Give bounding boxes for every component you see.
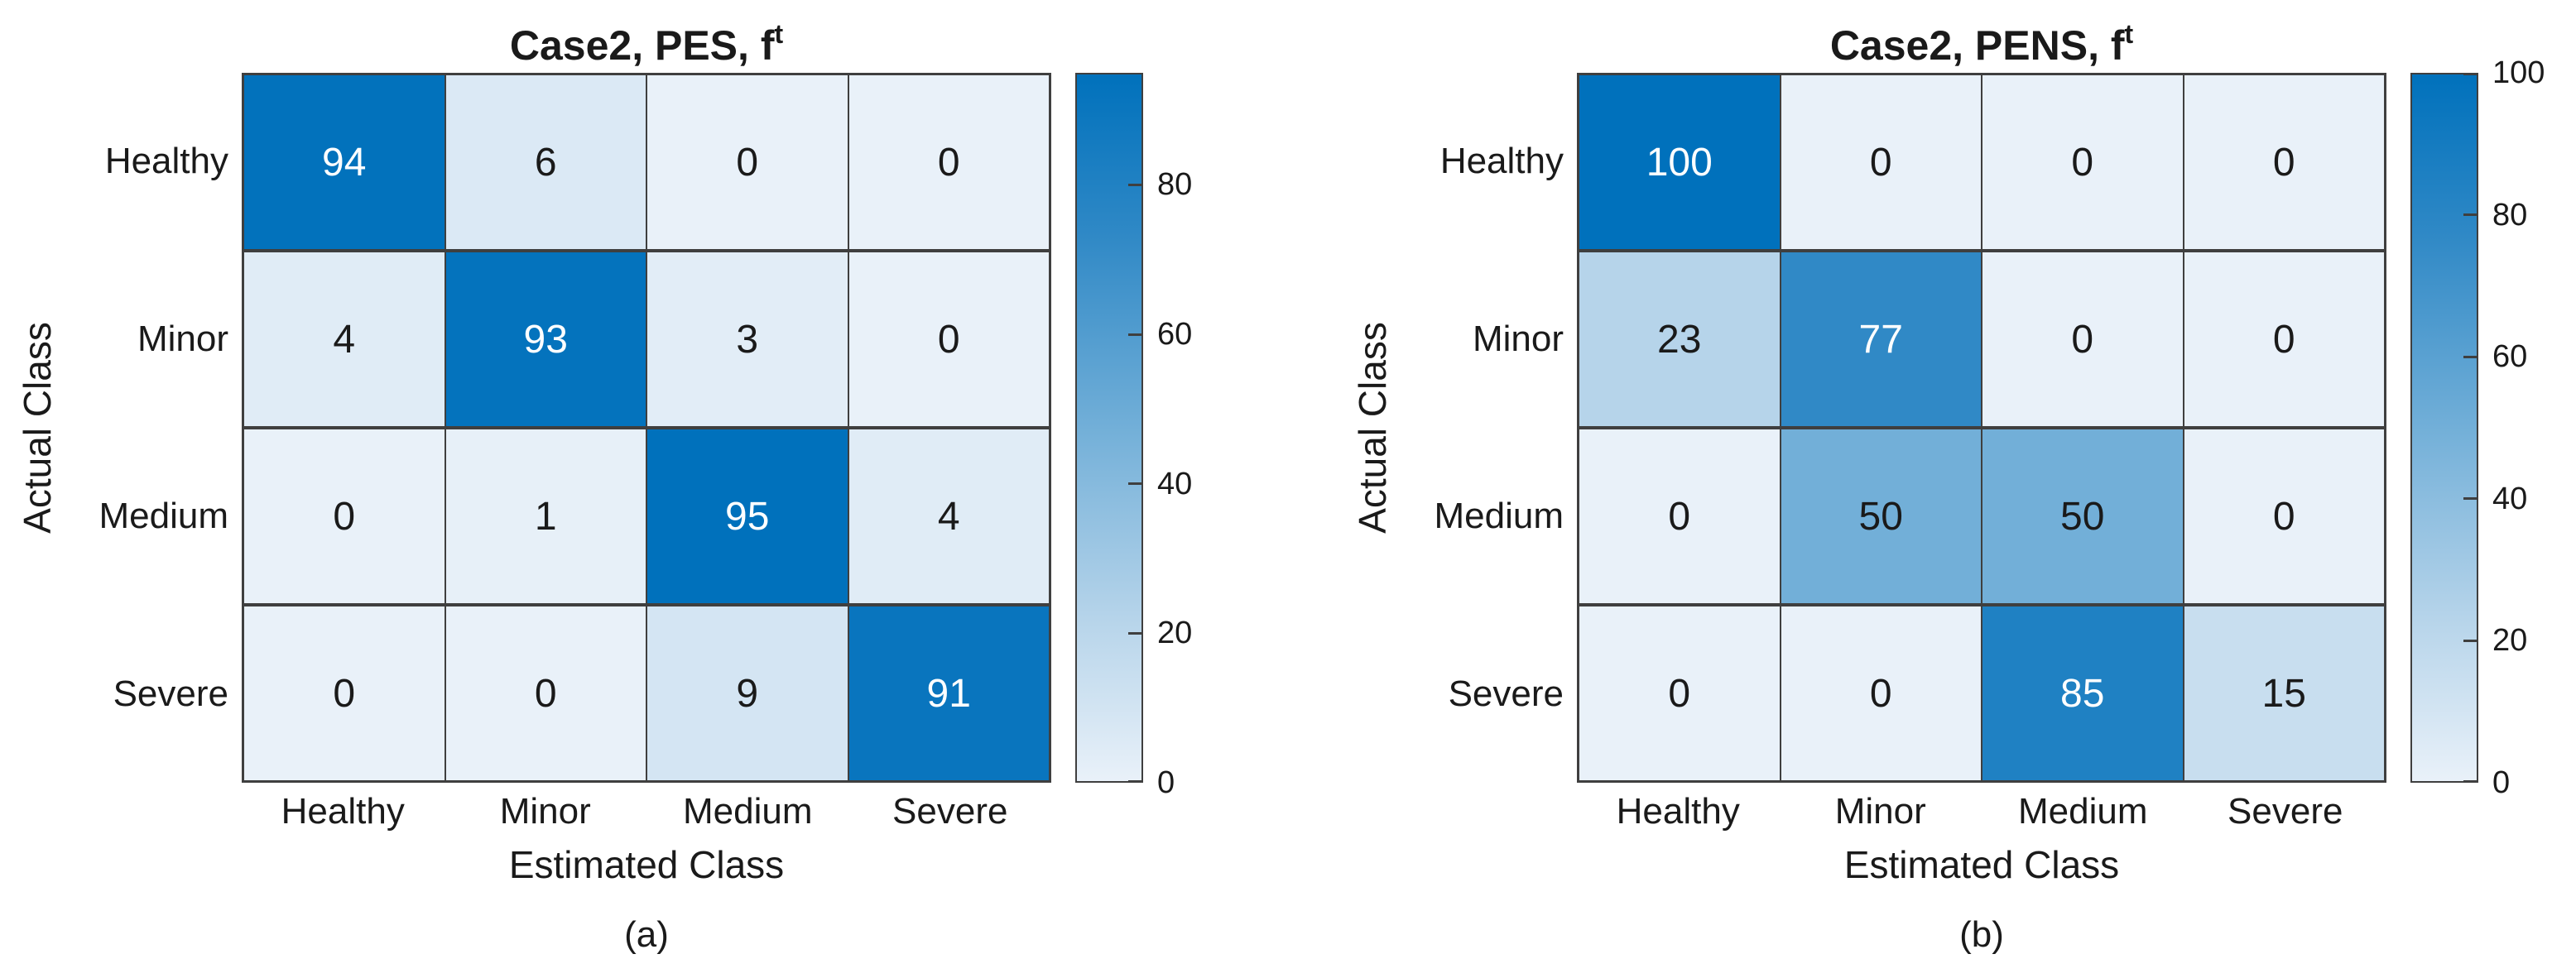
x-axis-tick-labels: Healthy Minor Medium Severe: [1577, 791, 2386, 834]
matrix-cell: 77: [1781, 252, 1981, 426]
matrix-cell: 0: [2184, 252, 2384, 426]
x-axis-label: Estimated Class: [508, 843, 785, 886]
matrix-grid: 100 0 0 0 23 77 0 0 0 50 50 0 0 0 85 15: [1577, 73, 2386, 783]
colorbar-tick-mark: [2463, 73, 2477, 75]
x-axis-tick-label: Healthy: [1616, 791, 1740, 832]
y-axis-tick-label: Medium: [99, 496, 229, 537]
matrix-cell: 50: [1982, 429, 2183, 603]
colorbar-tick-label: 80: [2492, 197, 2528, 233]
colorbar: [2410, 73, 2478, 783]
y-axis-label-box: Actual Class: [8, 73, 66, 783]
colorbar-tick-mark: [1128, 333, 1141, 336]
matrix-cell: 0: [2184, 75, 2384, 249]
colorbar-tick-mark: [2463, 497, 2477, 501]
matrix-cell: 1: [445, 429, 646, 603]
x-axis-tick-labels: Healthy Minor Medium Severe: [242, 791, 1051, 834]
x-axis-label: Estimated Class: [1843, 843, 2120, 886]
colorbar-tick-label: 80: [1157, 167, 1193, 203]
colorbar-ticks: [2410, 73, 2478, 783]
matrix-cell: 95: [647, 429, 848, 603]
colorbar-tick-label: 0: [1157, 765, 1175, 800]
matrix-cell: 0: [1982, 75, 2183, 249]
matrix-cell: 91: [848, 606, 1049, 780]
y-axis-label: Actual Class: [1351, 322, 1394, 534]
matrix-cell: 0: [647, 75, 848, 249]
matrix-cell: 4: [848, 429, 1049, 603]
y-axis-tick-label: Severe: [1448, 673, 1564, 714]
x-axis-tick-label: Severe: [892, 791, 1008, 832]
colorbar-tick-label: 20: [1157, 616, 1193, 651]
y-axis-tick-labels: Healthy Minor Medium Severe: [66, 73, 229, 783]
subfigure-caption: (a): [624, 914, 669, 955]
matrix-cell: 0: [244, 429, 445, 603]
y-axis-tick-labels: Healthy Minor Medium Severe: [1401, 73, 1564, 783]
colorbar-tick-label: 20: [2492, 623, 2528, 659]
y-axis-tick-label: Severe: [113, 673, 228, 714]
matrix-cell: 3: [647, 252, 848, 426]
colorbar-tick-mark: [2463, 639, 2477, 642]
colorbar-ticks: [1075, 73, 1143, 783]
colorbar-tick-label: 100: [2492, 55, 2545, 90]
matrix-grid: 94 6 0 0 4 93 3 0 0 1 95 4 0 0 9 91: [242, 73, 1051, 783]
matrix-cell: 0: [445, 606, 646, 780]
matrix-cell: 100: [1579, 75, 1780, 249]
matrix-cell: 0: [1579, 606, 1780, 780]
x-axis-tick-label: Minor: [499, 791, 591, 832]
y-axis-tick-label: Healthy: [104, 141, 228, 182]
colorbar-tick-mark: [1128, 631, 1141, 635]
chart-title: Case2, PENS, ft: [1577, 8, 2386, 69]
x-axis-tick-label: Healthy: [281, 791, 405, 832]
matrix-cell: 0: [1982, 252, 2183, 426]
matrix-cell: 94: [244, 75, 445, 249]
y-axis-label: Actual Class: [16, 322, 59, 534]
y-axis-tick-label: Minor: [1472, 318, 1564, 359]
colorbar-tick-mark: [1128, 482, 1141, 486]
colorbar-tick-mark: [2463, 355, 2477, 358]
chart-title-superscript: t: [2124, 19, 2134, 49]
confusion-matrix-chart-a: Case2, PES, ft Actual Class Healthy Minor…: [0, 0, 1241, 978]
colorbar-tick-label: 0: [2492, 765, 2511, 800]
x-axis-tick-label: Severe: [2228, 791, 2343, 832]
chart-title-text: Case2, PES, f: [509, 22, 775, 69]
y-axis-tick-label: Minor: [137, 318, 228, 359]
y-axis-tick-label: Medium: [1434, 496, 1564, 537]
matrix-cell: 50: [1781, 429, 1981, 603]
y-axis-tick-label: Healthy: [1439, 141, 1564, 182]
chart-title-superscript: t: [774, 19, 784, 49]
matrix-cell: 0: [1579, 429, 1780, 603]
matrix-cell: 4: [244, 252, 445, 426]
x-axis-tick-label: Medium: [683, 791, 813, 832]
matrix-cell: 0: [848, 75, 1049, 249]
colorbar-tick-mark: [2463, 213, 2477, 217]
matrix-cell: 9: [647, 606, 848, 780]
matrix-cell: 85: [1982, 606, 2183, 780]
matrix-cell: 0: [2184, 429, 2384, 603]
matrix-cell: 0: [1781, 75, 1981, 249]
matrix-cell: 15: [2184, 606, 2384, 780]
colorbar-tick-label: 40: [1157, 466, 1193, 501]
matrix-cell: 0: [1781, 606, 1981, 780]
chart-title: Case2, PES, ft: [242, 8, 1051, 69]
colorbar-tick-label: 40: [2492, 481, 2528, 516]
subfigure-caption: (b): [1959, 914, 2004, 955]
matrix-cell: 23: [1579, 252, 1780, 426]
colorbar-tick-mark: [1128, 183, 1141, 186]
matrix-cell: 0: [244, 606, 445, 780]
colorbar-tick-label: 60: [2492, 339, 2528, 375]
y-axis-label-box: Actual Class: [1343, 73, 1401, 783]
matrix-cell: 0: [848, 252, 1049, 426]
matrix-cell: 93: [445, 252, 646, 426]
colorbar-tick-mark: [2463, 780, 2477, 783]
colorbar-tick-mark: [1128, 780, 1141, 783]
confusion-matrix-chart-b: Case2, PENS, ft Actual Class Healthy Mino…: [1335, 0, 2576, 978]
x-axis-tick-label: Minor: [1834, 791, 1926, 832]
colorbar-tick-label: 60: [1157, 317, 1193, 352]
matrix-cell: 6: [445, 75, 646, 249]
chart-title-text: Case2, PENS, f: [1829, 22, 2125, 69]
x-axis-tick-label: Medium: [2018, 791, 2148, 832]
colorbar: [1075, 73, 1143, 783]
